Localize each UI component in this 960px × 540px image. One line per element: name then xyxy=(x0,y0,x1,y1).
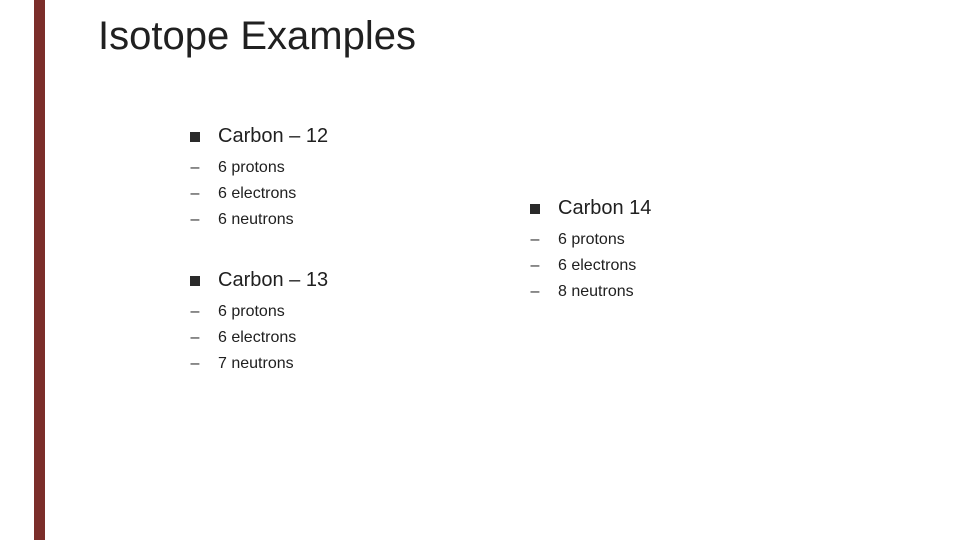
isotope-heading: Carbon – 13 xyxy=(218,268,328,292)
dash-bullet-icon: – xyxy=(190,185,200,203)
isotope-heading-row: Carbon 14 xyxy=(530,196,830,220)
isotope-detail-row: – 6 electrons xyxy=(190,328,490,348)
isotope-heading: Carbon 14 xyxy=(558,196,651,220)
dash-bullet-icon: – xyxy=(190,211,200,229)
isotope-detail-row: – 6 protons xyxy=(190,302,490,322)
dash-bullet-icon: – xyxy=(190,329,200,347)
isotope-detail-row: – 6 protons xyxy=(530,230,830,250)
isotope-heading: Carbon – 12 xyxy=(218,124,328,148)
isotope-detail: 7 neutrons xyxy=(218,354,294,374)
isotope-group: Carbon – 13 – 6 protons – 6 electrons – … xyxy=(190,268,490,374)
isotope-detail-row: – 6 electrons xyxy=(530,256,830,276)
isotope-detail: 6 protons xyxy=(558,230,625,250)
isotope-detail-row: – 8 neutrons xyxy=(530,282,830,302)
isotope-heading-row: Carbon – 13 xyxy=(190,268,490,292)
dash-bullet-icon: – xyxy=(190,303,200,321)
isotope-detail: 6 electrons xyxy=(218,184,296,204)
right-column: Carbon 14 – 6 protons – 6 electrons – 8 … xyxy=(530,196,830,340)
isotope-detail: 8 neutrons xyxy=(558,282,634,302)
dash-bullet-icon: – xyxy=(530,257,540,275)
dash-bullet-icon: – xyxy=(530,231,540,249)
dash-bullet-icon: – xyxy=(190,159,200,177)
accent-bar xyxy=(34,0,45,540)
dash-bullet-icon: – xyxy=(530,283,540,301)
isotope-heading-row: Carbon – 12 xyxy=(190,124,490,148)
isotope-detail: 6 protons xyxy=(218,158,285,178)
isotope-detail: 6 electrons xyxy=(218,328,296,348)
dash-bullet-icon: – xyxy=(190,355,200,373)
isotope-detail: 6 neutrons xyxy=(218,210,294,230)
square-bullet-icon xyxy=(530,204,540,214)
square-bullet-icon xyxy=(190,276,200,286)
square-bullet-icon xyxy=(190,132,200,142)
isotope-group: Carbon 14 – 6 protons – 6 electrons – 8 … xyxy=(530,196,830,302)
isotope-detail-row: – 6 neutrons xyxy=(190,210,490,230)
isotope-detail: 6 electrons xyxy=(558,256,636,276)
slide: Isotope Examples Carbon – 12 – 6 protons… xyxy=(0,0,960,540)
isotope-detail-row: – 6 protons xyxy=(190,158,490,178)
isotope-detail: 6 protons xyxy=(218,302,285,322)
isotope-group: Carbon – 12 – 6 protons – 6 electrons – … xyxy=(190,124,490,230)
isotope-detail-row: – 6 electrons xyxy=(190,184,490,204)
left-column: Carbon – 12 – 6 protons – 6 electrons – … xyxy=(190,124,490,412)
isotope-detail-row: – 7 neutrons xyxy=(190,354,490,374)
slide-title: Isotope Examples xyxy=(98,14,416,59)
